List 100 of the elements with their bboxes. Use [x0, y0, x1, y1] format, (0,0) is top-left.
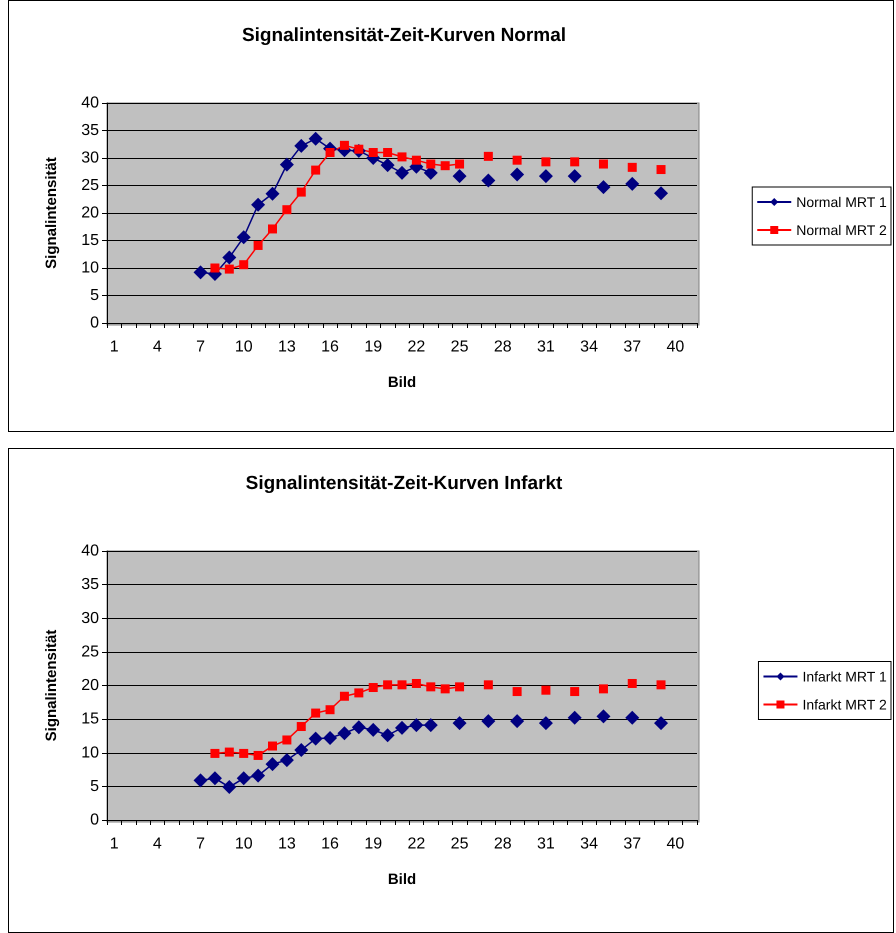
point [311, 708, 320, 718]
point [412, 156, 421, 165]
point [210, 748, 220, 758]
point [654, 186, 668, 200]
point [380, 158, 395, 172]
x-tick-label: 7 [196, 338, 206, 356]
x-tick-label: 16 [321, 338, 340, 356]
point [452, 169, 467, 184]
point [424, 718, 438, 732]
point [340, 692, 349, 701]
point [538, 716, 553, 730]
point [596, 709, 610, 724]
chart-title: Signalintensität-Zeit-Kurven Infarkt [246, 473, 564, 494]
point [208, 771, 222, 786]
point [383, 680, 392, 690]
x-tick-label: 37 [623, 836, 642, 852]
point [296, 188, 306, 197]
y-tick-label: 15 [81, 232, 100, 249]
y-tick-label: 30 [81, 150, 100, 166]
x-tick-label: 19 [364, 338, 382, 356]
chart-title: Signalintensität-Zeit-Kurven Normal [242, 25, 566, 46]
point [398, 680, 406, 690]
point [484, 680, 493, 690]
point [308, 732, 323, 746]
point [656, 165, 666, 174]
point [251, 768, 266, 783]
y-tick-label: 35 [81, 576, 100, 594]
point [538, 169, 553, 184]
point [598, 160, 608, 169]
y-tick-label: 0 [90, 812, 100, 828]
point [541, 157, 550, 166]
y-tick-label: 30 [81, 610, 100, 627]
point [570, 157, 580, 166]
y-axis-title: Signalintensität [43, 157, 60, 269]
legend-label: Infarkt MRT 2 [802, 696, 887, 712]
x-tick-label: 25 [450, 836, 469, 852]
point [368, 683, 378, 692]
point [239, 260, 248, 270]
point [354, 688, 364, 698]
point [510, 168, 524, 182]
point [541, 686, 550, 695]
point [440, 684, 450, 694]
legend-label: Normal MRT 1 [796, 194, 887, 210]
point [455, 160, 464, 169]
x-tick-label: 22 [407, 338, 426, 356]
point [656, 680, 666, 690]
x-tick-label: 34 [580, 338, 598, 356]
x-axis-title: Bild [388, 871, 416, 888]
point [440, 161, 450, 170]
point [265, 757, 280, 772]
point [294, 138, 308, 153]
point [426, 160, 436, 169]
x-tick-label: 16 [321, 836, 340, 852]
x-tick-label: 31 [537, 836, 555, 852]
legend-label: Infarkt MRT 1 [802, 668, 887, 684]
point [654, 716, 668, 730]
point [194, 265, 208, 280]
point [194, 773, 208, 788]
y-tick-label: 5 [90, 287, 100, 304]
point [268, 224, 277, 234]
y-tick-label: 40 [81, 94, 100, 112]
point [265, 186, 280, 201]
point [452, 716, 467, 730]
point [236, 771, 251, 786]
point [512, 687, 522, 696]
x-tick-label: 37 [623, 338, 642, 356]
point [628, 678, 637, 688]
x-tick-label: 4 [152, 338, 162, 356]
point [625, 176, 640, 191]
x-axis-title: Bild [388, 374, 416, 391]
point [294, 743, 308, 758]
point [383, 148, 392, 157]
point [395, 166, 409, 180]
x-tick-label: 34 [580, 836, 598, 852]
y-tick-label: 15 [81, 710, 100, 728]
y-tick-label: 40 [81, 542, 100, 560]
point [280, 158, 294, 172]
x-tick-label: 7 [196, 836, 206, 852]
x-tick-label: 22 [407, 836, 426, 852]
x-tick-label: 31 [537, 338, 555, 356]
y-tick-label: 35 [81, 122, 100, 139]
point [282, 205, 292, 214]
y-tick-label: 20 [81, 677, 100, 694]
point [236, 230, 251, 244]
point [282, 735, 292, 744]
x-tick-label: 19 [364, 836, 382, 852]
point [352, 720, 366, 734]
x-tick-label: 40 [666, 338, 684, 356]
point [337, 726, 352, 740]
point [510, 714, 524, 728]
point [409, 718, 424, 732]
point [224, 264, 234, 274]
point [222, 250, 236, 265]
point [628, 162, 637, 172]
point [455, 682, 464, 692]
point [512, 156, 522, 165]
x-tick-label: 1 [110, 836, 119, 852]
y-tick-label: 10 [81, 744, 100, 762]
y-axis-title: Signalintensität [43, 630, 60, 742]
x-tick-label: 28 [494, 836, 512, 852]
